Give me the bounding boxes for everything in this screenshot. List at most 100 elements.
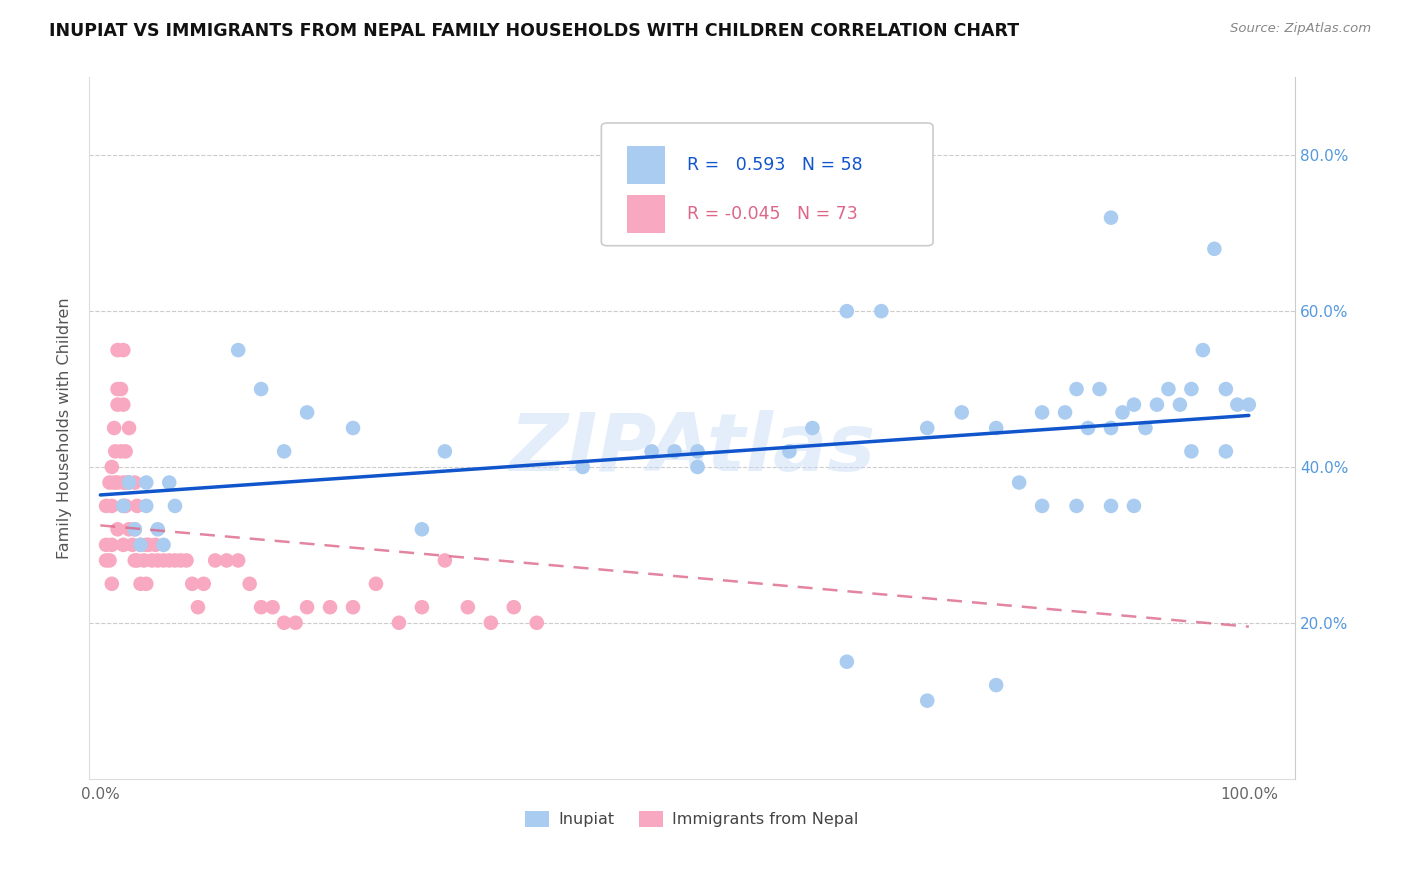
Point <box>152 553 174 567</box>
Point <box>1123 499 1146 513</box>
FancyBboxPatch shape <box>627 194 665 234</box>
Point <box>664 444 686 458</box>
Point <box>433 553 456 567</box>
Point <box>1192 343 1215 357</box>
Point <box>107 382 129 396</box>
Point <box>114 499 136 513</box>
Point <box>124 522 146 536</box>
Point <box>112 398 135 412</box>
Point <box>132 553 155 567</box>
Point <box>1215 444 1237 458</box>
Point <box>118 421 141 435</box>
Point <box>295 600 318 615</box>
Point <box>170 553 193 567</box>
Point <box>98 475 121 490</box>
Point <box>121 538 143 552</box>
Point <box>1099 499 1122 513</box>
Point <box>388 615 411 630</box>
Point <box>479 615 502 630</box>
Point <box>129 576 152 591</box>
Point <box>1031 405 1053 419</box>
Point <box>571 459 593 474</box>
Point <box>342 600 364 615</box>
Point <box>112 475 135 490</box>
Point <box>1215 382 1237 396</box>
Point <box>1111 405 1133 419</box>
Point <box>103 475 125 490</box>
Point <box>135 576 157 591</box>
Point <box>686 459 709 474</box>
Point <box>364 576 387 591</box>
Point <box>1088 382 1111 396</box>
Point <box>157 553 180 567</box>
Point <box>125 553 148 567</box>
Point <box>152 538 174 552</box>
Point <box>986 678 1008 692</box>
Point <box>94 553 117 567</box>
Point <box>94 499 117 513</box>
Point <box>204 553 226 567</box>
Point <box>1135 421 1157 435</box>
Y-axis label: Family Households with Children: Family Households with Children <box>58 297 72 558</box>
Point <box>118 475 141 490</box>
Point <box>129 538 152 552</box>
Point <box>101 576 124 591</box>
Point <box>915 694 938 708</box>
Point <box>98 553 121 567</box>
Point <box>226 343 249 357</box>
Point <box>163 499 186 513</box>
Point <box>835 304 858 318</box>
Point <box>118 522 141 536</box>
Point <box>1054 405 1077 419</box>
Point <box>112 538 135 552</box>
Point <box>215 553 238 567</box>
Point <box>129 538 152 552</box>
Point <box>107 398 129 412</box>
Point <box>1008 475 1031 490</box>
Point <box>141 553 163 567</box>
Point <box>250 382 273 396</box>
Point <box>835 655 858 669</box>
Point <box>107 522 129 536</box>
Point <box>181 576 204 591</box>
Point <box>124 553 146 567</box>
Text: ZIPAtlas: ZIPAtlas <box>509 410 875 488</box>
Text: R = -0.045   N = 73: R = -0.045 N = 73 <box>688 205 858 223</box>
Point <box>114 444 136 458</box>
Point <box>295 405 318 419</box>
Point <box>187 600 209 615</box>
Point <box>101 538 124 552</box>
Point <box>115 475 138 490</box>
Point <box>94 538 117 552</box>
Point <box>146 553 169 567</box>
Point <box>226 553 249 567</box>
Point <box>526 615 548 630</box>
Point <box>1237 398 1260 412</box>
Point <box>1099 421 1122 435</box>
Point <box>1180 444 1202 458</box>
Point <box>1226 398 1249 412</box>
Point <box>135 538 157 552</box>
Point <box>1204 242 1226 256</box>
Point <box>118 475 141 490</box>
Point <box>138 538 160 552</box>
Point <box>110 444 132 458</box>
Point <box>157 475 180 490</box>
Point <box>870 304 893 318</box>
Point <box>1123 398 1146 412</box>
Point <box>273 615 295 630</box>
Point <box>801 421 824 435</box>
Point <box>778 444 800 458</box>
Point <box>1066 382 1088 396</box>
Point <box>112 499 135 513</box>
Point <box>239 576 262 591</box>
Point <box>915 421 938 435</box>
Point <box>1099 211 1122 225</box>
Text: INUPIAT VS IMMIGRANTS FROM NEPAL FAMILY HOUSEHOLDS WITH CHILDREN CORRELATION CHA: INUPIAT VS IMMIGRANTS FROM NEPAL FAMILY … <box>49 22 1019 40</box>
Legend: Inupiat, Immigrants from Nepal: Inupiat, Immigrants from Nepal <box>519 805 865 834</box>
Point <box>1031 499 1053 513</box>
Point <box>262 600 284 615</box>
Point <box>110 382 132 396</box>
Point <box>250 600 273 615</box>
Point <box>1066 499 1088 513</box>
